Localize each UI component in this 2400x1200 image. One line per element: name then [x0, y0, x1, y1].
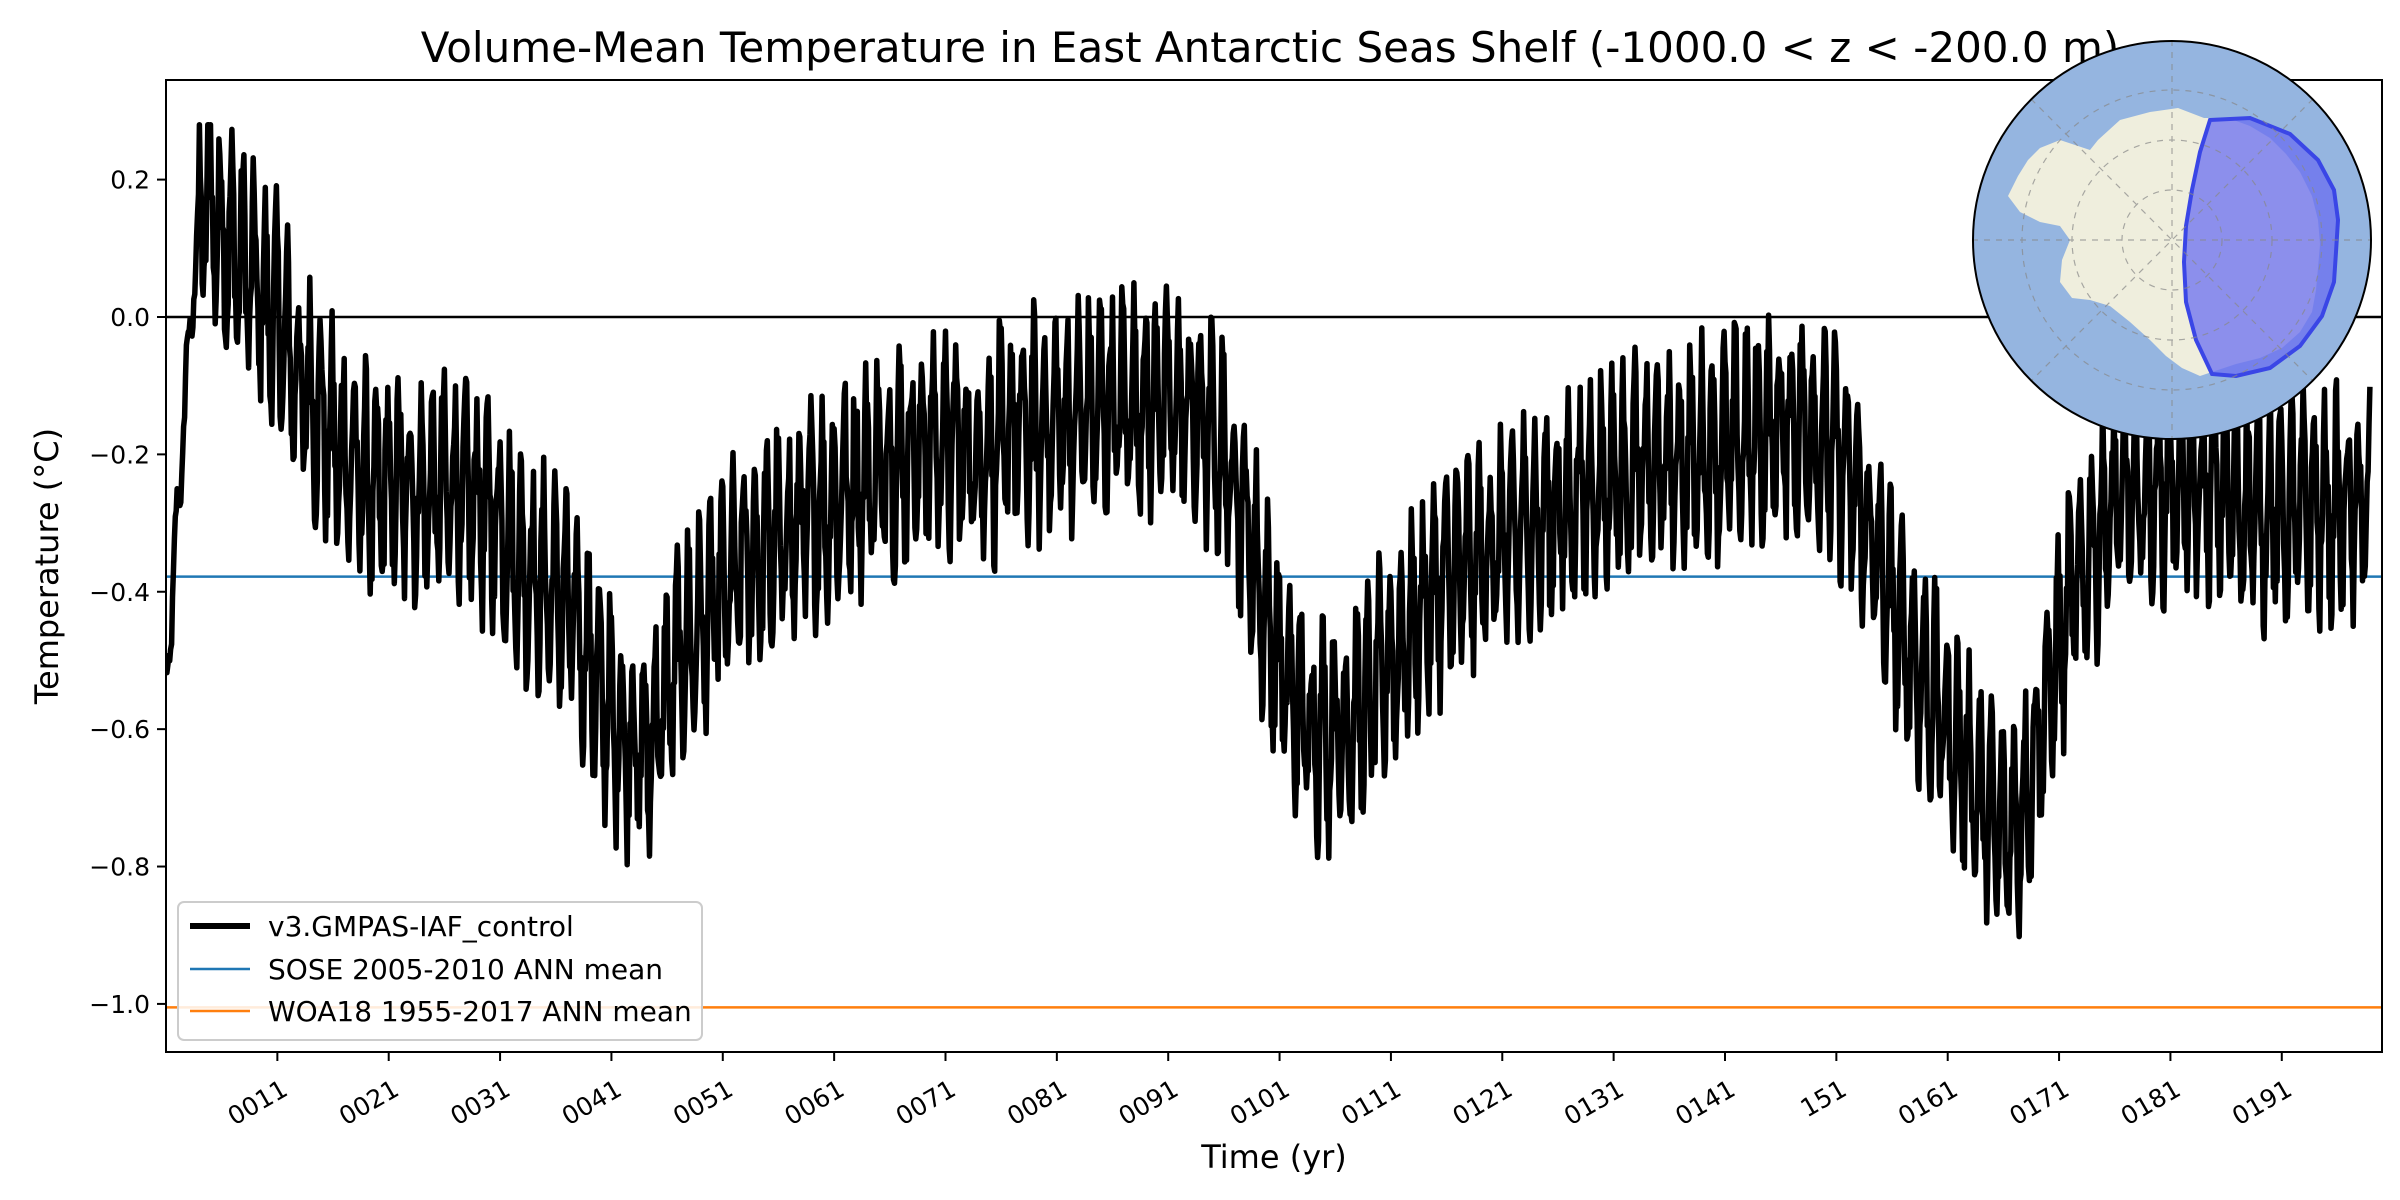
y-tick-label: −0.4	[89, 578, 150, 607]
x-tick-label: 0081	[1002, 1074, 1072, 1131]
x-tick-label: 0161	[1893, 1074, 1963, 1131]
y-tick-label: 0.0	[110, 303, 150, 332]
x-tick-label: 0041	[557, 1074, 627, 1131]
y-tick-label: −0.6	[89, 715, 150, 744]
x-tick-label: 0101	[1225, 1074, 1295, 1131]
inset-region-map	[1972, 40, 2372, 440]
x-axis-ticks: 0011 0021 0031 0041 0051 0061 0071 0081 0091 0101…	[223, 1052, 2297, 1131]
y-axis-label: Temperature (°C)	[28, 428, 66, 705]
legend-label-sose: SOSE 2005-2010 ANN mean	[268, 953, 663, 986]
y-tick-label: −0.2	[89, 440, 150, 469]
x-tick-label: 0141	[1670, 1074, 1740, 1131]
axes-frame	[165, 79, 2383, 1053]
east-antarctic-shelf-region	[2181, 115, 2341, 379]
x-axis-label: Time (yr)	[1200, 1138, 1347, 1176]
x-tick-label: 0131	[1559, 1074, 1629, 1131]
legend: v3.GMPAS-IAF_control SOSE 2005-2010 ANN …	[177, 901, 703, 1041]
map-graticule	[1973, 41, 2371, 439]
chart-title: Volume-Mean Temperature in East Antarcti…	[421, 23, 2120, 72]
x-tick-label: 151	[1796, 1074, 1852, 1123]
x-tick-label: 0051	[668, 1074, 738, 1131]
legend-label-woa18: WOA18 1955-2017 ANN mean	[268, 995, 692, 1028]
model-series-line	[166, 121, 2373, 940]
x-tick-label: 0011	[223, 1074, 293, 1131]
legend-label-model: v3.GMPAS-IAF_control	[268, 910, 574, 943]
y-tick-label: −0.8	[89, 853, 150, 882]
x-tick-label: 0171	[2004, 1074, 2074, 1131]
legend-box	[177, 901, 703, 1041]
x-tick-label: 0071	[891, 1074, 961, 1131]
x-tick-label: 0091	[1114, 1074, 1184, 1131]
y-axis-ticks: −1.0 −0.8 −0.6 −0.4 −0.2 0.0 0.2	[89, 166, 166, 1019]
y-tick-label: 0.2	[110, 166, 150, 195]
x-tick-label: 0021	[334, 1074, 404, 1131]
x-tick-label: 0031	[445, 1074, 515, 1131]
x-tick-label: 0181	[2116, 1074, 2186, 1131]
x-tick-label: 0111	[1336, 1074, 1406, 1131]
x-tick-label: 0121	[1448, 1074, 1518, 1131]
x-tick-label: 0191	[2227, 1074, 2297, 1131]
y-tick-label: −1.0	[89, 990, 150, 1019]
map-border	[1972, 40, 2372, 440]
x-tick-label: 0061	[780, 1074, 850, 1131]
